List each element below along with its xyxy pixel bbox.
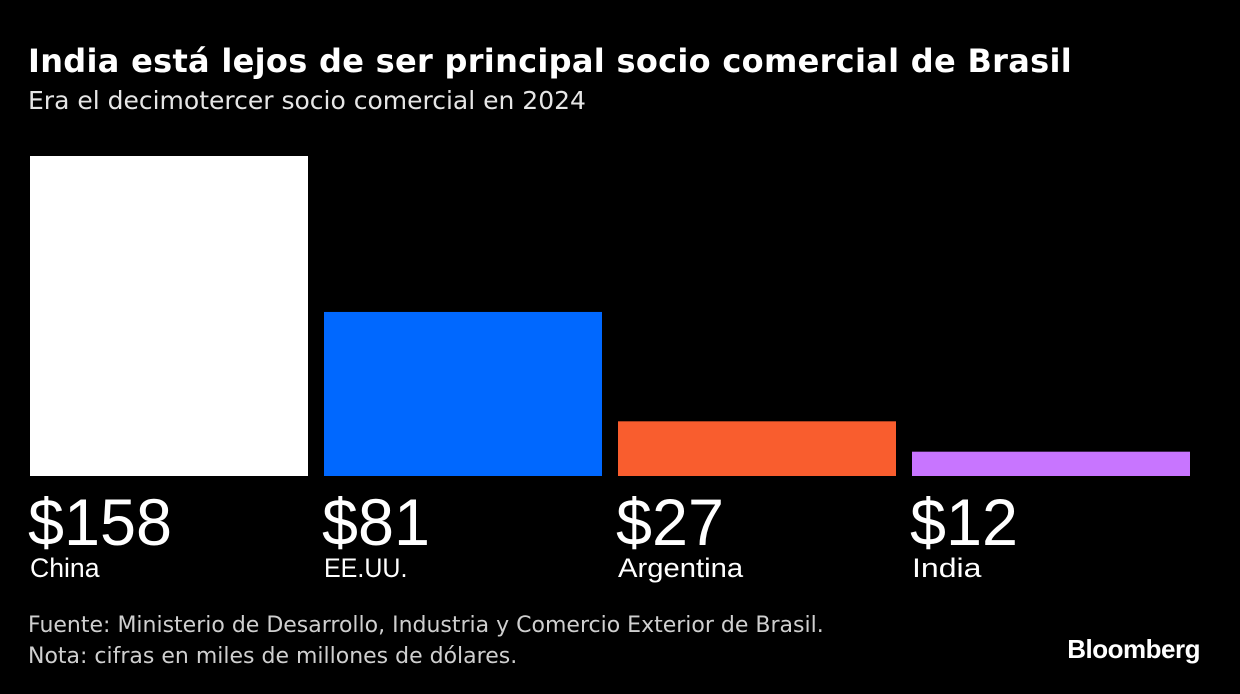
footer: Fuente: Ministerio de Desarrollo, Indust…: [28, 610, 824, 672]
category-label: China: [30, 553, 100, 583]
source-note: Fuente: Ministerio de Desarrollo, Indust…: [28, 613, 824, 638]
bar-china: [30, 156, 308, 476]
bar-argentina: [618, 421, 896, 476]
bar-india: [912, 451, 1190, 476]
category-label: Argentina: [618, 553, 744, 583]
bar-eeuu: [324, 311, 602, 476]
value-label: $158: [28, 485, 172, 559]
chart-subtitle: Era el decimotercer socio comercial en 2…: [28, 86, 586, 115]
bloomberg-logo: Bloomberg: [1067, 634, 1200, 664]
category-label: India: [912, 553, 983, 583]
value-label: $81: [322, 485, 430, 559]
category-label: EE.UU.: [324, 553, 407, 583]
chart-title: India está lejos de ser principal socio …: [28, 42, 1073, 80]
units-note: Nota: cifras en miles de millones de dól…: [28, 644, 518, 669]
value-label: $27: [616, 485, 724, 559]
value-label: $12: [910, 485, 1018, 559]
